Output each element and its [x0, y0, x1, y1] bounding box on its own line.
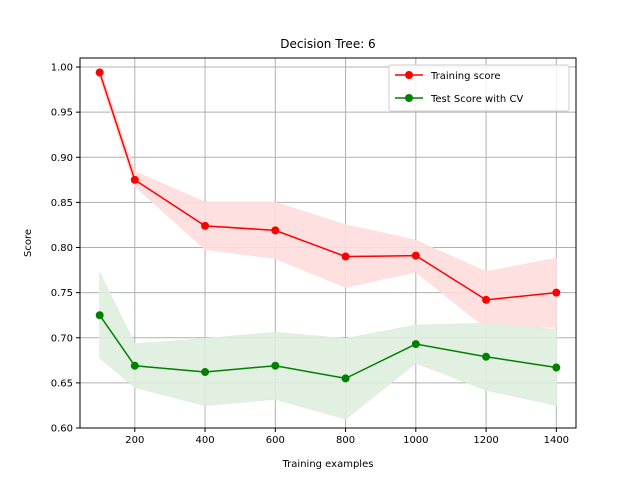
series-markers	[95, 68, 561, 383]
x-tick-label-2: 600	[266, 435, 285, 446]
confidence-bands	[99, 67, 557, 420]
y-tick-label-7: 0.95	[51, 108, 73, 119]
point-series-0-5	[411, 251, 420, 260]
legend-label-training: Training score	[430, 71, 501, 82]
point-series-1-5	[411, 340, 420, 349]
x-tick-label-5: 1200	[473, 435, 498, 446]
x-tick-label-3: 800	[336, 435, 355, 446]
point-series-0-3	[271, 226, 280, 235]
point-series-0-2	[201, 221, 210, 230]
legend-marker-training	[405, 71, 413, 79]
legend-label-test: Test Score with CV	[430, 94, 523, 105]
y-axis-label: Score	[23, 229, 34, 257]
y-tick-label-5: 0.85	[51, 198, 73, 209]
legend-marker-test	[405, 94, 413, 102]
y-tick-label-3: 0.75	[51, 288, 73, 299]
point-series-1-2	[201, 368, 210, 377]
point-series-1-6	[482, 352, 491, 361]
x-axis-label: Training examples	[282, 459, 374, 470]
band-series-1	[99, 272, 557, 420]
point-series-0-1	[130, 175, 139, 184]
y-tick-label-1: 0.65	[51, 378, 73, 389]
point-series-0-6	[482, 295, 491, 304]
x-axis-ticks: 200 400 600 800 1000 1200 1400	[125, 428, 569, 446]
x-tick-label-4: 1000	[403, 435, 428, 446]
x-tick-label-0: 200	[125, 435, 144, 446]
line-series-0	[98, 72, 557, 301]
point-series-1-3	[271, 361, 280, 370]
y-tick-label-8: 1.00	[51, 63, 73, 74]
point-series-1-4	[341, 374, 350, 383]
legend: Training score Test Score with CV	[388, 64, 570, 112]
y-tick-label-0: 0.60	[51, 424, 73, 435]
point-series-1-1	[130, 361, 139, 370]
y-axis-ticks: 0.60 0.65 0.70 0.75 0.80 0.85 0.90 0.95 1.00	[51, 63, 80, 435]
x-tick-label-1: 400	[196, 435, 215, 446]
y-tick-label-2: 0.70	[51, 333, 73, 344]
plot-frame	[79, 57, 577, 429]
x-tick-label-6: 1400	[544, 435, 569, 446]
y-tick-label-6: 0.90	[51, 153, 73, 164]
point-series-0-0	[95, 68, 104, 77]
band-series-0	[99, 67, 557, 329]
line-series-1	[99, 314, 557, 380]
y-tick-label-4: 0.80	[51, 243, 73, 254]
point-series-0-7	[552, 288, 561, 297]
point-series-0-4	[341, 252, 350, 261]
legend-box	[388, 64, 570, 112]
chart-title: Decision Tree: 6	[280, 37, 375, 51]
point-series-1-0	[95, 311, 104, 320]
point-series-1-7	[552, 363, 561, 372]
series-lines	[98, 72, 557, 380]
